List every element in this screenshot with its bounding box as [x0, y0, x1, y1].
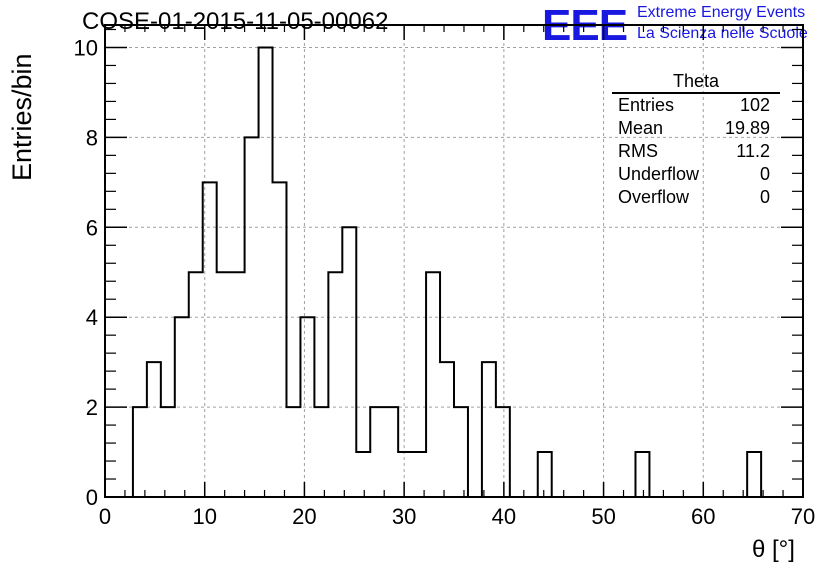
x-tick-label: 30: [392, 504, 416, 529]
stats-row-rms: RMS 11.2: [612, 140, 780, 163]
axis-ticks: [104, 25, 804, 498]
stats-value: 0: [759, 164, 770, 184]
y-tick-label: 8: [86, 125, 98, 150]
x-axis-label: θ [°]: [752, 536, 795, 563]
stats-box: Theta Entries 102 Mean 19.89 RMS 11.2 Un…: [612, 70, 780, 209]
logo-subtitle-1: Extreme Energy Events: [637, 4, 806, 21]
x-tick-label: 10: [192, 504, 216, 529]
y-axis-label: Entries/bin: [7, 53, 37, 181]
x-tick-label: 0: [99, 504, 111, 529]
y-tick-label: 0: [86, 485, 98, 510]
y-tick-label: 6: [86, 215, 98, 240]
stats-row-underflow: Underflow 0: [612, 163, 780, 186]
stats-label: Overflow: [618, 187, 690, 207]
y-tick-label: 10: [74, 35, 98, 60]
stats-value: 0: [759, 187, 770, 207]
histogram-outline: [105, 46, 803, 498]
stats-row-entries: Entries 102: [612, 94, 780, 117]
stats-label: Underflow: [618, 164, 700, 184]
stats-label: Entries: [618, 95, 675, 115]
x-tick-label: 40: [492, 504, 516, 529]
x-tick-label: 60: [691, 504, 715, 529]
stats-label: Mean: [618, 118, 664, 138]
y-tick-label: 4: [86, 305, 98, 330]
stats-title: Theta: [612, 70, 780, 94]
stats-value: 11.2: [736, 141, 770, 161]
y-tick-label: 2: [86, 395, 98, 420]
x-tick-label: 50: [591, 504, 615, 529]
stats-row-overflow: Overflow 0: [612, 186, 780, 209]
stats-value: 102: [739, 95, 770, 115]
stats-label: RMS: [618, 141, 658, 161]
plot-frame: [104, 24, 804, 498]
plot-title: COSE-01-2015-11-05-00062: [82, 8, 389, 35]
x-tick-label: 20: [292, 504, 316, 529]
stats-row-mean: Mean 19.89: [612, 117, 780, 140]
stats-value: 19.89: [724, 118, 770, 138]
logo-subtitle-2: La Scienza nelle Scuole: [637, 25, 808, 42]
x-tick-label: 70: [791, 504, 815, 529]
